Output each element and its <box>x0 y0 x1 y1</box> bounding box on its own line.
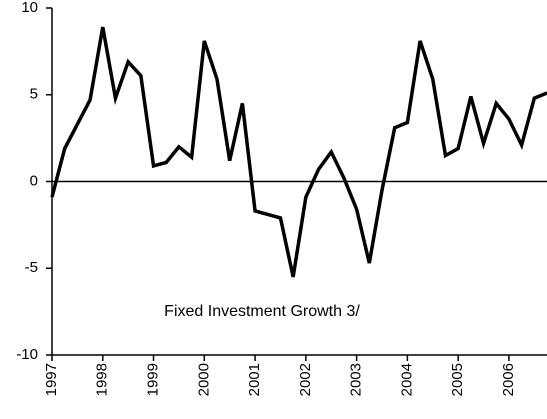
x-tick-label: 2003 <box>348 363 365 396</box>
y-tick-label: 10 <box>21 0 38 16</box>
y-tick-label: -10 <box>16 346 38 363</box>
x-tick-label: 2001 <box>246 363 263 396</box>
x-tick-label: 2002 <box>297 363 314 396</box>
x-tick-label: 2000 <box>195 363 212 396</box>
x-tick-label: 2005 <box>449 363 466 396</box>
y-tick-label: 5 <box>30 86 38 103</box>
y-tick-label: 0 <box>30 172 38 189</box>
annotation: Fixed Investment Growth 3/ <box>164 303 360 320</box>
x-tick-label: 2006 <box>500 363 517 396</box>
line-series <box>50 26 547 278</box>
y-tick-label: -5 <box>25 259 38 276</box>
x-tick-label: 1997 <box>43 363 60 396</box>
x-tick-label: 1999 <box>145 363 162 396</box>
x-tick-label: 1998 <box>94 363 111 396</box>
x-tick-label: 2004 <box>398 363 415 396</box>
